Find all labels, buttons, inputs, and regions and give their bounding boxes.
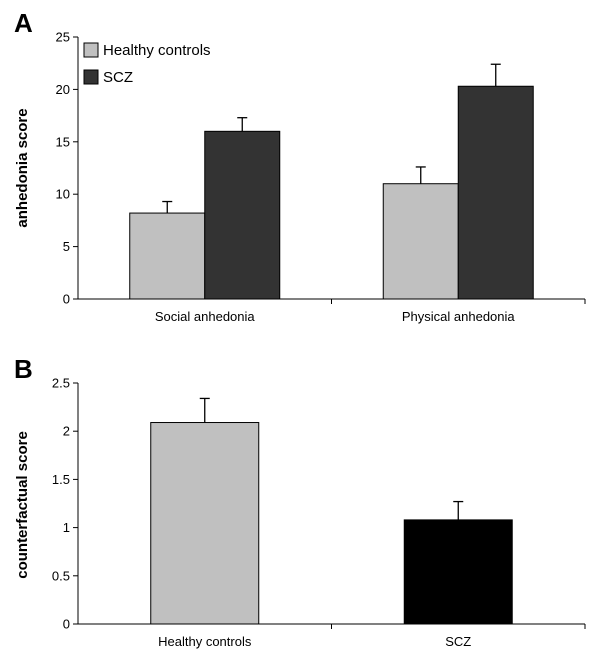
panel-b-marks: 0 0.5 1 1.5 2 2.5 Healthy controls SCZ (52, 376, 585, 650)
y-tick-label-15: 15 (56, 134, 70, 149)
legend-label-healthy-controls: Healthy controls (103, 42, 211, 59)
panel-b: B counterfactual score 0 0.5 1 1.5 2 2.5 Healt… (14, 354, 585, 649)
y-tick-label-20: 20 (56, 82, 70, 97)
y-tick-label-1-5: 1.5 (52, 472, 70, 487)
panel-b-y-axis-label: counterfactual score (14, 431, 31, 579)
panel-b-label: B (14, 354, 33, 384)
legend-swatch-healthy-controls (84, 43, 98, 57)
y-tick-label-0: 0 (63, 617, 70, 632)
y-tick-label-2-5: 2.5 (52, 376, 70, 391)
bar-healthy-controls-social-anhedonia (130, 213, 205, 299)
bar-healthy-controls-physical-anhedonia (383, 184, 458, 299)
bar-healthy-controls (151, 423, 259, 624)
panel-a-legend: Healthy controls SCZ (84, 42, 211, 86)
y-tick-label-5: 5 (63, 239, 70, 254)
legend-label-scz: SCZ (103, 69, 133, 86)
panel-a-y-axis-label: anhedonia score (14, 108, 31, 227)
panel-a-label: A (14, 8, 33, 38)
y-tick-label-1: 1 (63, 520, 70, 535)
y-tick-label-2: 2 (63, 424, 70, 439)
bar-scz-social-anhedonia (205, 131, 280, 299)
bar-scz (404, 520, 512, 624)
y-tick-label-25: 25 (56, 30, 70, 45)
x-tick-label-scz: SCZ (445, 634, 471, 649)
legend-swatch-scz (84, 70, 98, 84)
panel-a-marks: 0 5 10 15 20 25 Social anhedonia Physical anhed… (56, 30, 585, 325)
x-tick-label-healthy-controls: Healthy controls (158, 634, 252, 649)
bar-scz-physical-anhedonia (458, 86, 533, 299)
y-tick-label-0-5: 0.5 (52, 568, 70, 583)
y-tick-label-10: 10 (56, 187, 70, 202)
x-tick-label-social-anhedonia: Social anhedonia (155, 309, 256, 324)
panel-a: A anhedonia score 0 5 10 15 20 25 Social anhed… (14, 8, 585, 324)
y-tick-label-0: 0 (63, 292, 70, 307)
x-tick-label-physical-anhedonia: Physical anhedonia (402, 309, 516, 324)
